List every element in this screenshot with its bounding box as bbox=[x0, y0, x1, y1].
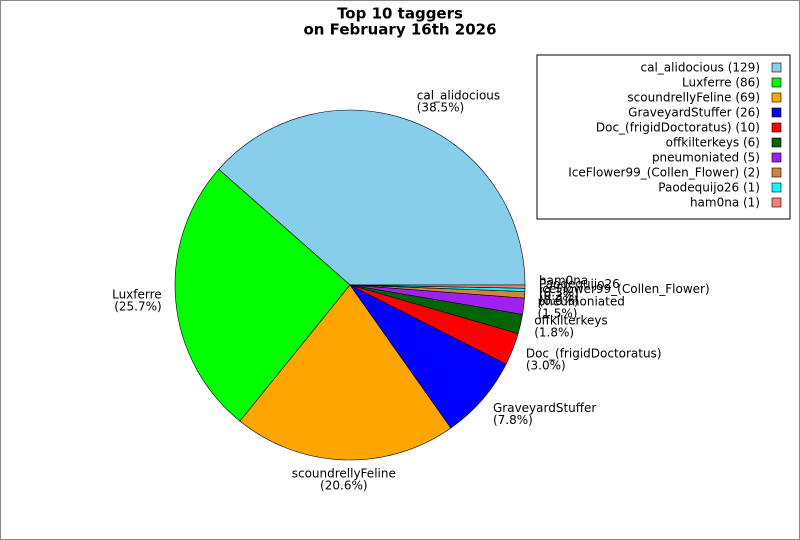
slice-percent: (20.6%) bbox=[320, 478, 367, 492]
legend-label: Doc_(frigidDoctoratus) (10) bbox=[596, 121, 760, 135]
legend-label: GraveyardStuffer (26) bbox=[628, 106, 760, 120]
legend-label: ham0na (1) bbox=[690, 196, 760, 210]
legend-label: Paodequijo26 (1) bbox=[658, 181, 760, 195]
legend-swatch bbox=[771, 167, 782, 178]
pie-slice bbox=[174, 168, 351, 422]
slice-label: ham0na bbox=[539, 273, 588, 287]
legend-label: Luxferre (86) bbox=[682, 76, 760, 90]
slice-label: cal_alidocious bbox=[417, 89, 500, 103]
legend-label: cal_alidocious (129) bbox=[641, 61, 760, 75]
pie-slice bbox=[239, 284, 452, 461]
pie-slice bbox=[218, 109, 526, 286]
slice-percent: (1.5%) bbox=[538, 306, 578, 320]
slice-percent: (0.3%) bbox=[539, 285, 579, 299]
chart-title: Top 10 taggers bbox=[337, 5, 463, 23]
slice-label: pneumoniated bbox=[538, 294, 625, 308]
legend-box bbox=[536, 54, 791, 220]
legend-label: scoundrellyFeline (69) bbox=[627, 91, 760, 105]
legend-label: IceFlower99_(Collen_Flower) (2) bbox=[568, 166, 760, 180]
slice-percent: (25.7%) bbox=[114, 299, 161, 313]
slice-label: GraveyardStuffer bbox=[493, 401, 596, 415]
legend-swatch bbox=[771, 122, 782, 133]
slice-percent: (7.8%) bbox=[493, 413, 533, 427]
slice-label: Luxferre bbox=[112, 287, 162, 301]
legend-label: offkilterkeys (6) bbox=[666, 136, 760, 150]
legend-swatch bbox=[771, 77, 782, 88]
legend-swatch bbox=[771, 197, 782, 208]
slice-label: offkilterkeys bbox=[534, 314, 608, 328]
legend-swatch bbox=[771, 152, 782, 163]
legend-swatch bbox=[771, 137, 782, 148]
slice-percent: (38.5%) bbox=[417, 101, 464, 115]
legend-swatch bbox=[771, 92, 782, 103]
slice-label: Doc_(frigidDoctoratus) bbox=[526, 347, 662, 361]
slice-label: IceFlower99_(Collen_Flower) bbox=[539, 282, 710, 296]
slice-percent: (3.0%) bbox=[526, 359, 566, 373]
chart-subtitle: on February 16th 2026 bbox=[303, 21, 496, 39]
slice-percent: (1.8%) bbox=[534, 326, 574, 340]
legend-swatch bbox=[771, 182, 782, 193]
slice-label: scoundrellyFeline bbox=[292, 466, 396, 480]
slice-percent: (0.3%) bbox=[539, 289, 579, 303]
pie-slice bbox=[349, 284, 526, 289]
legend-swatch bbox=[771, 107, 782, 118]
legend-label: pneumoniated (5) bbox=[652, 151, 760, 165]
slice-label: Paodequijo26 bbox=[539, 277, 620, 291]
slice-percent: (0.6%) bbox=[539, 294, 579, 308]
legend-swatch bbox=[771, 62, 782, 73]
